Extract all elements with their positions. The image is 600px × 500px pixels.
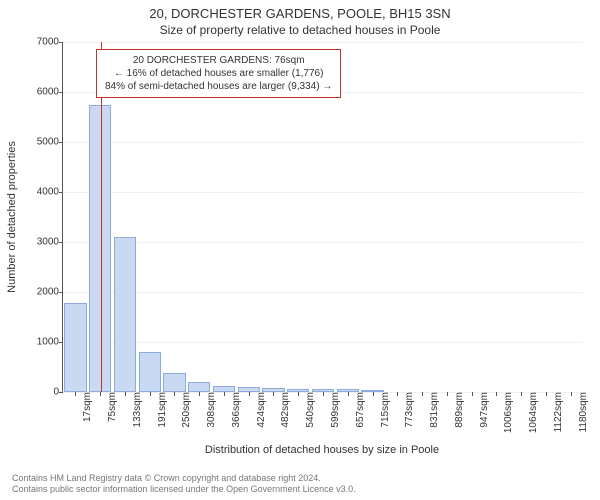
chart-title-main: 20, DORCHESTER GARDENS, POOLE, BH15 3SN	[0, 0, 600, 21]
xtick-mark	[397, 392, 398, 396]
histogram-bar	[262, 388, 284, 392]
ytick-label: 2000	[37, 287, 63, 298]
xtick-label: 17sqm	[80, 392, 93, 422]
histogram-bar	[163, 373, 185, 393]
xtick-label: 889sqm	[452, 392, 465, 428]
footer: Contains HM Land Registry data © Crown c…	[12, 473, 588, 496]
histogram-bar	[312, 389, 334, 392]
xtick-mark	[373, 392, 374, 396]
gridline	[63, 42, 583, 43]
xtick-label: 1122sqm	[551, 392, 564, 432]
annotation-box: 20 DORCHESTER GARDENS: 76sqm ← 16% of de…	[96, 49, 341, 98]
xtick-label: 75sqm	[105, 392, 118, 422]
xtick-label: 831sqm	[427, 392, 440, 428]
xtick-label: 1180sqm	[576, 392, 589, 432]
histogram-bar	[337, 389, 359, 392]
xtick-mark	[224, 392, 225, 396]
chart-container: 20, DORCHESTER GARDENS, POOLE, BH15 3SN …	[0, 0, 600, 500]
xtick-mark	[125, 392, 126, 396]
xtick-mark	[298, 392, 299, 396]
xtick-label: 308sqm	[204, 392, 217, 428]
xtick-label: 540sqm	[303, 392, 316, 428]
xtick-mark	[174, 392, 175, 396]
xtick-label: 1006sqm	[501, 392, 514, 433]
ytick-label: 4000	[37, 187, 63, 198]
histogram-bar	[114, 237, 136, 392]
xtick-mark	[496, 392, 497, 396]
xtick-mark	[447, 392, 448, 396]
footer-line-1: Contains HM Land Registry data © Crown c…	[12, 473, 588, 485]
xtick-label: 947sqm	[477, 392, 490, 428]
xtick-mark	[571, 392, 572, 396]
annotation-line-2: ← 16% of detached houses are smaller (1,…	[105, 67, 332, 80]
x-axis-label: Distribution of detached houses by size …	[62, 444, 582, 456]
xtick-mark	[521, 392, 522, 396]
xtick-mark	[422, 392, 423, 396]
xtick-mark	[75, 392, 76, 396]
xtick-label: 773sqm	[402, 392, 415, 428]
gridline	[63, 192, 583, 193]
histogram-bar	[287, 389, 309, 393]
xtick-label: 1064sqm	[526, 392, 539, 433]
gridline	[63, 242, 583, 243]
ytick-label: 3000	[37, 237, 63, 248]
histogram-bar	[238, 387, 260, 392]
histogram-bar	[213, 386, 235, 393]
histogram-bar	[64, 303, 86, 392]
xtick-mark	[100, 392, 101, 396]
gridline	[63, 292, 583, 293]
xtick-mark	[348, 392, 349, 396]
xtick-label: 133sqm	[130, 392, 143, 428]
gridline	[63, 342, 583, 343]
ytick-label: 7000	[37, 37, 63, 48]
xtick-label: 424sqm	[254, 392, 267, 428]
xtick-label: 482sqm	[278, 392, 291, 428]
ytick-label: 0	[53, 387, 63, 398]
footer-line-2: Contains public sector information licen…	[12, 484, 588, 496]
xtick-mark	[546, 392, 547, 396]
xtick-mark	[472, 392, 473, 396]
xtick-mark	[150, 392, 151, 396]
histogram-bar	[139, 352, 161, 392]
ytick-label: 1000	[37, 337, 63, 348]
annotation-line-3: 84% of semi-detached houses are larger (…	[105, 80, 332, 93]
annotation-line-1: 20 DORCHESTER GARDENS: 76sqm	[105, 54, 332, 67]
xtick-mark	[273, 392, 274, 396]
xtick-label: 250sqm	[179, 392, 192, 428]
gridline	[63, 142, 583, 143]
xtick-label: 366sqm	[229, 392, 242, 428]
xtick-mark	[199, 392, 200, 396]
histogram-bar	[361, 390, 383, 392]
xtick-mark	[249, 392, 250, 396]
xtick-label: 599sqm	[328, 392, 341, 428]
xtick-label: 715sqm	[378, 392, 391, 428]
chart-title-sub: Size of property relative to detached ho…	[0, 21, 600, 37]
ytick-label: 6000	[37, 87, 63, 98]
xtick-mark	[323, 392, 324, 396]
y-axis-label: Number of detached properties	[6, 141, 18, 293]
xtick-label: 657sqm	[353, 392, 366, 428]
ytick-label: 5000	[37, 137, 63, 148]
histogram-bar	[188, 382, 210, 392]
xtick-label: 191sqm	[155, 392, 168, 428]
